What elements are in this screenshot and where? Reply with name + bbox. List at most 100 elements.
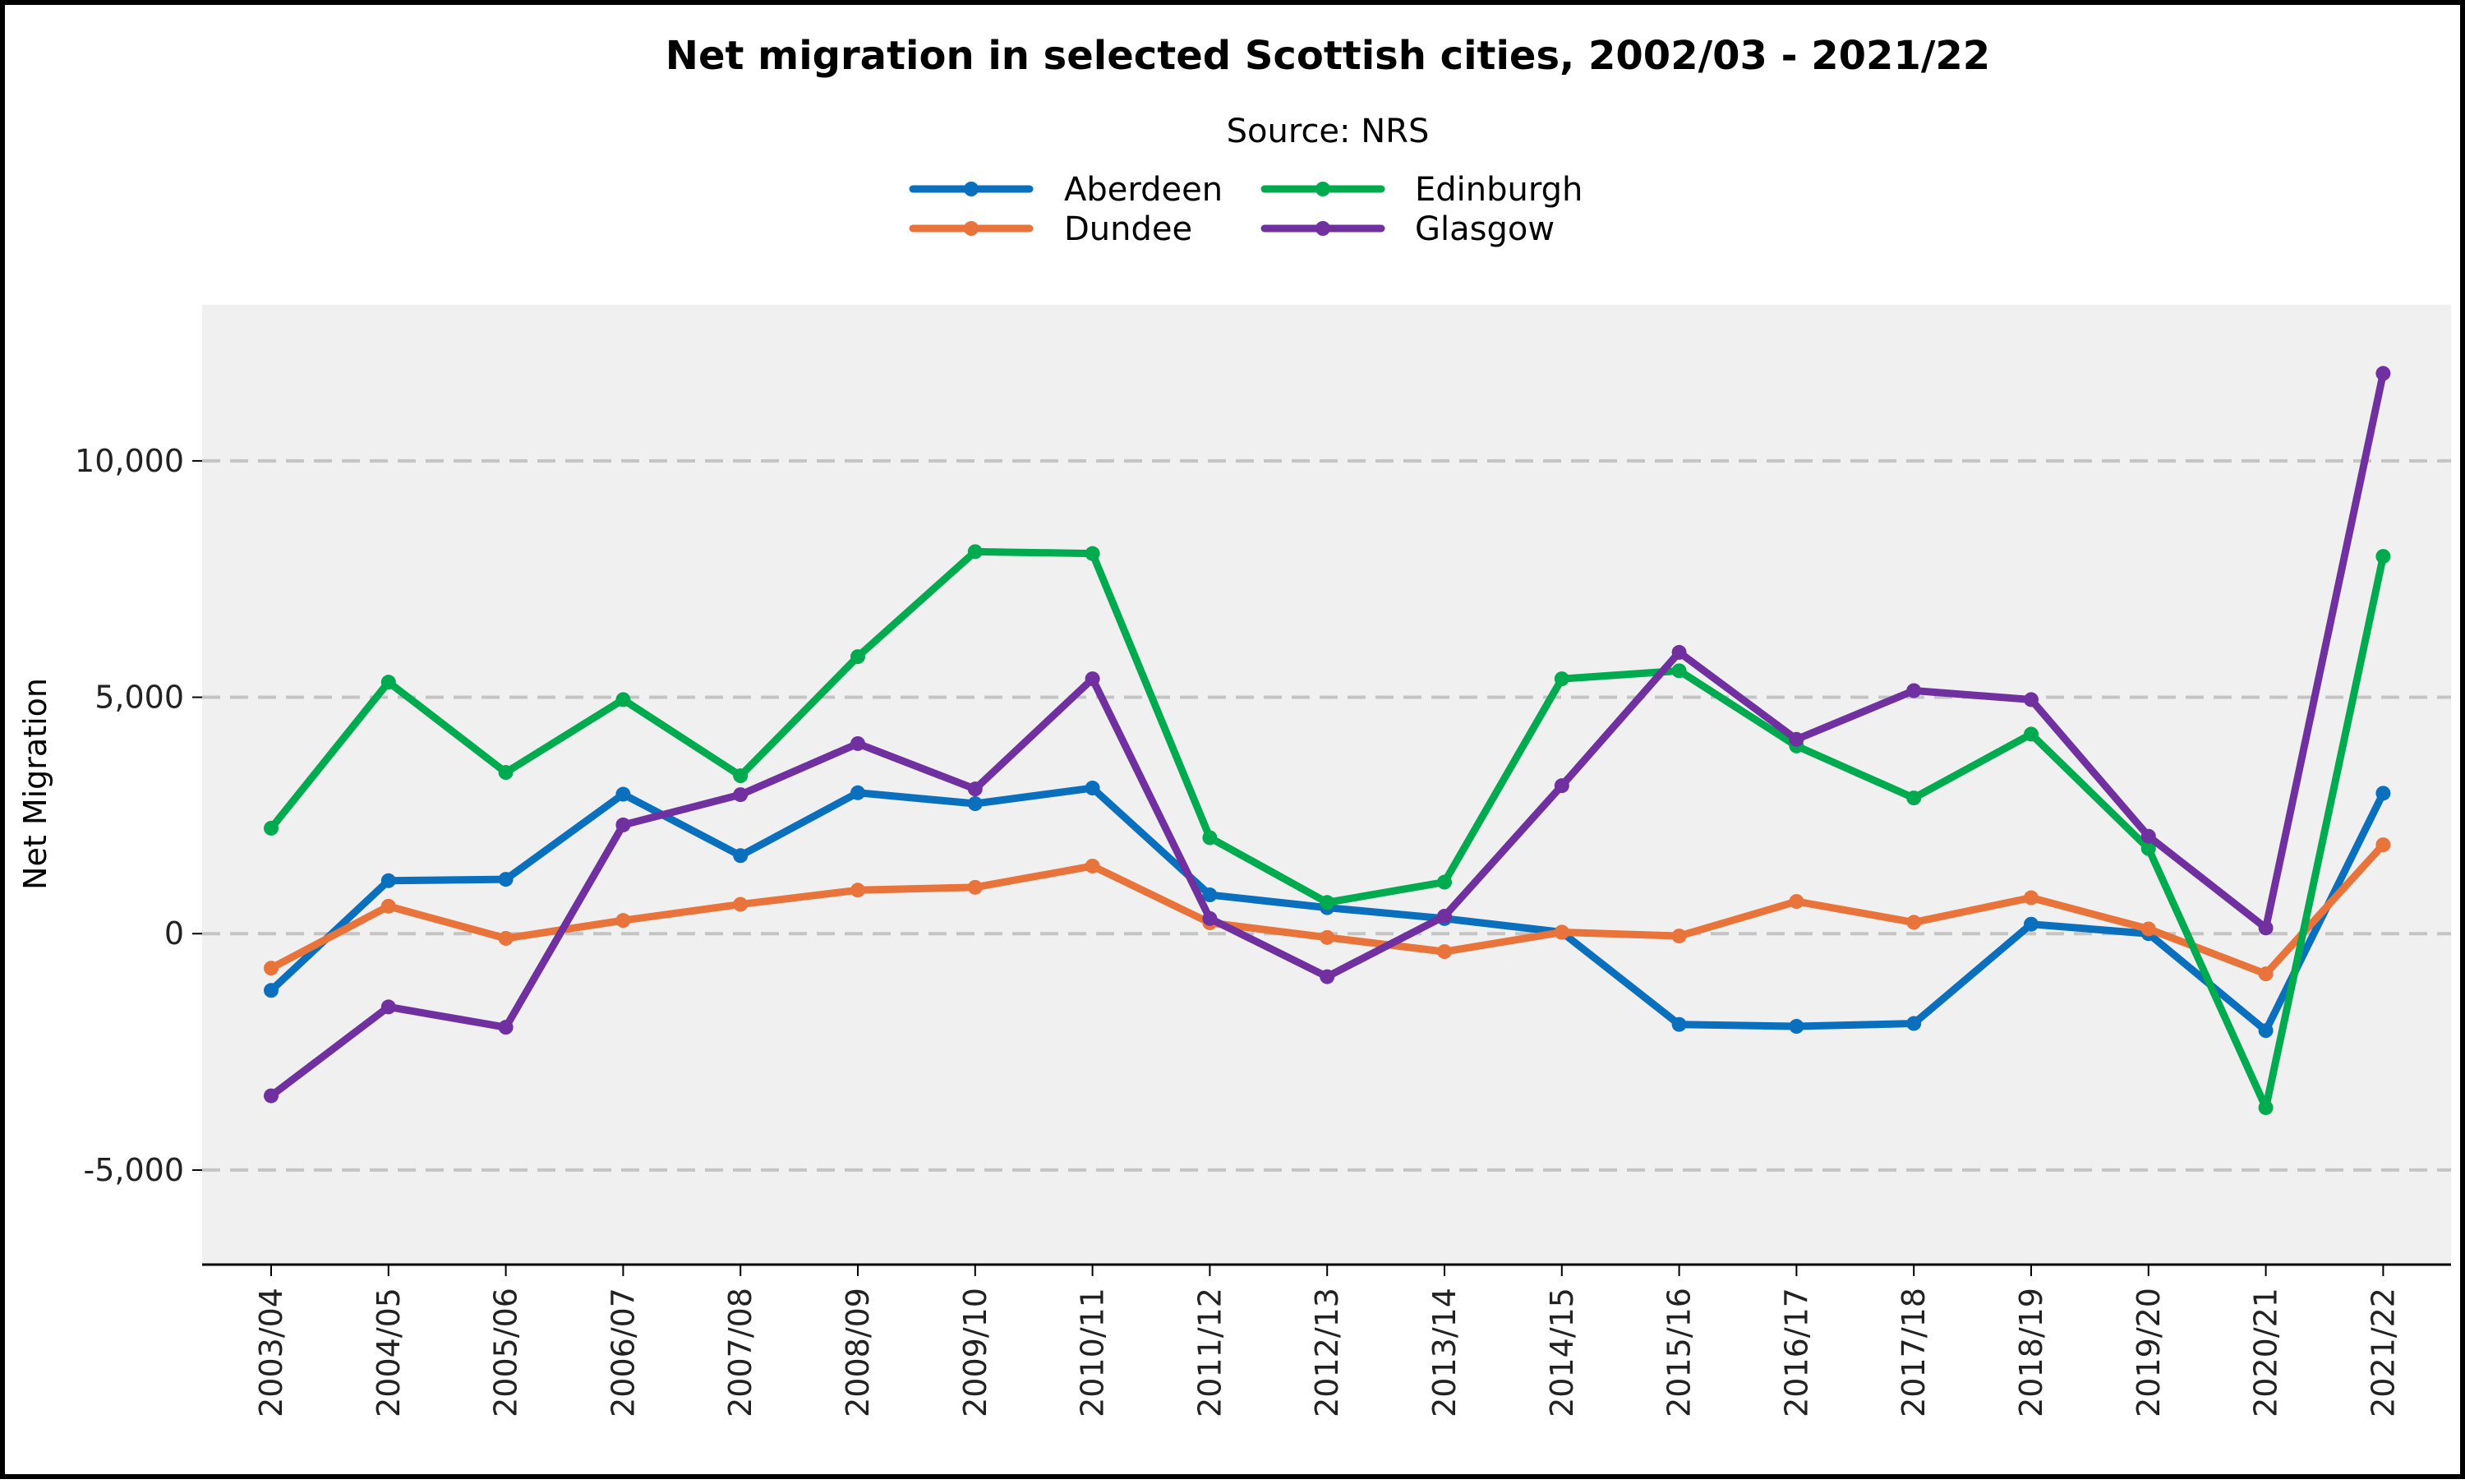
data-point-dundee: [498, 930, 514, 946]
legend-swatch-marker: [1315, 221, 1330, 236]
data-point-edinburgh: [1085, 546, 1100, 561]
x-tick-label: 2009/10: [957, 1288, 993, 1417]
x-tick-label: 2018/19: [2013, 1288, 2049, 1417]
x-tick-label: 2015/16: [1661, 1288, 1698, 1417]
data-point-glasgow: [1320, 969, 1335, 984]
legend-label: Dundee: [1064, 210, 1192, 248]
x-tick-label: 2020/21: [2248, 1288, 2284, 1417]
x-tick-label: 2011/12: [1191, 1288, 1228, 1417]
data-point-dundee: [1085, 858, 1100, 873]
data-point-glasgow: [1202, 910, 1218, 926]
data-point-edinburgh: [264, 820, 279, 836]
data-point-aberdeen: [1202, 887, 1218, 903]
y-tick-label: 0: [164, 915, 184, 952]
series-dundee: [264, 837, 2391, 982]
data-point-glasgow: [1671, 644, 1687, 660]
data-point-glasgow: [1789, 731, 1804, 747]
legend-swatch-marker: [964, 182, 979, 196]
data-point-glasgow: [380, 999, 396, 1015]
data-point-edinburgh: [1671, 663, 1687, 679]
data-point-edinburgh: [1202, 830, 1218, 846]
legend-label: Edinburgh: [1415, 171, 1583, 209]
data-point-glasgow: [1906, 683, 1922, 698]
x-tick-label: 2013/14: [1426, 1288, 1463, 1417]
data-point-edinburgh: [850, 649, 865, 665]
data-point-dundee: [850, 883, 865, 898]
data-point-dundee: [1789, 894, 1804, 910]
data-point-glasgow: [967, 781, 983, 797]
data-point-dundee: [2375, 837, 2391, 853]
data-point-aberdeen: [850, 785, 865, 800]
data-point-edinburgh: [733, 768, 749, 784]
data-point-glasgow: [2024, 692, 2039, 707]
data-point-glasgow: [1085, 671, 1100, 687]
data-point-glasgow: [733, 787, 749, 803]
data-point-edinburgh: [2140, 841, 2156, 856]
data-point-aberdeen: [733, 848, 749, 864]
legend-entry-glasgow: Glasgow: [1260, 210, 1555, 248]
data-point-edinburgh: [380, 675, 396, 690]
legend-label: Glasgow: [1415, 210, 1555, 248]
legend-label: Aberdeen: [1064, 171, 1223, 209]
legend-entry-aberdeen: Aberdeen: [909, 171, 1223, 209]
data-point-edinburgh: [1554, 671, 1569, 687]
legend-entry-dundee: Dundee: [909, 210, 1192, 248]
data-point-aberdeen: [2375, 786, 2391, 801]
x-tick-label: 2008/09: [840, 1288, 876, 1417]
legend-swatch-marker: [1315, 182, 1330, 196]
data-point-glasgow: [1437, 908, 1452, 924]
data-point-edinburgh: [1437, 874, 1452, 890]
data-point-dundee: [264, 961, 279, 976]
data-point-aberdeen: [498, 872, 514, 887]
data-point-dundee: [733, 896, 749, 912]
x-tick-label: 2005/06: [488, 1288, 524, 1417]
data-point-edinburgh: [615, 692, 631, 707]
data-point-dundee: [1554, 924, 1569, 940]
data-point-dundee: [1906, 915, 1922, 930]
y-tick-label: 10,000: [75, 443, 184, 479]
data-point-glasgow: [264, 1088, 279, 1104]
data-point-aberdeen: [615, 786, 631, 802]
data-point-aberdeen: [1789, 1019, 1804, 1035]
series-edinburgh: [264, 544, 2391, 1115]
y-tick-label: 5,000: [94, 680, 184, 716]
data-point-dundee: [967, 879, 983, 895]
data-point-dundee: [380, 898, 396, 914]
y-axis-ticks: -5,000 0 5,000 10,000: [75, 443, 202, 1188]
chart-subtitle: Source: NRS: [1227, 113, 1430, 150]
legend-entry-edinburgh: Edinburgh: [1260, 171, 1583, 209]
data-point-dundee: [2140, 921, 2156, 937]
data-point-glasgow: [2258, 920, 2274, 936]
data-point-glasgow: [2140, 828, 2156, 844]
data-point-aberdeen: [264, 983, 279, 998]
x-tick-label: 2006/07: [605, 1288, 641, 1417]
data-point-aberdeen: [2024, 916, 2039, 932]
data-point-dundee: [2024, 890, 2039, 906]
x-tick-label: 2010/11: [1075, 1288, 1111, 1417]
data-point-dundee: [1671, 929, 1687, 944]
data-point-glasgow: [498, 1020, 514, 1035]
line-chart: Net migration in selected Scottish citie…: [17, 33, 2451, 1417]
data-point-edinburgh: [2375, 549, 2391, 565]
data-point-edinburgh: [967, 544, 983, 560]
x-tick-label: 2021/22: [2365, 1288, 2401, 1417]
plot-area: [202, 305, 2451, 1265]
chart-title: Net migration in selected Scottish citie…: [666, 33, 1990, 79]
x-tick-label: 2016/17: [1778, 1288, 1814, 1417]
x-tick-label: 2019/20: [2131, 1288, 2167, 1417]
x-axis: 2003/04 2004/05 2005/06 2006/07 2007/08 2008/…: [202, 1263, 2451, 1417]
data-point-aberdeen: [1906, 1016, 1922, 1031]
x-tick-label: 2014/15: [1544, 1288, 1580, 1417]
data-point-glasgow: [1554, 778, 1569, 794]
legend-swatch-marker: [964, 221, 979, 236]
data-point-aberdeen: [2258, 1023, 2274, 1039]
y-tick-label: -5,000: [84, 1152, 185, 1188]
data-point-aberdeen: [1671, 1016, 1687, 1032]
series-glasgow: [264, 366, 2391, 1104]
x-tick-label: 2017/18: [1896, 1288, 1932, 1417]
data-point-aberdeen: [1085, 781, 1100, 796]
data-point-aberdeen: [380, 873, 396, 888]
x-tick-label: 2012/13: [1309, 1288, 1345, 1417]
